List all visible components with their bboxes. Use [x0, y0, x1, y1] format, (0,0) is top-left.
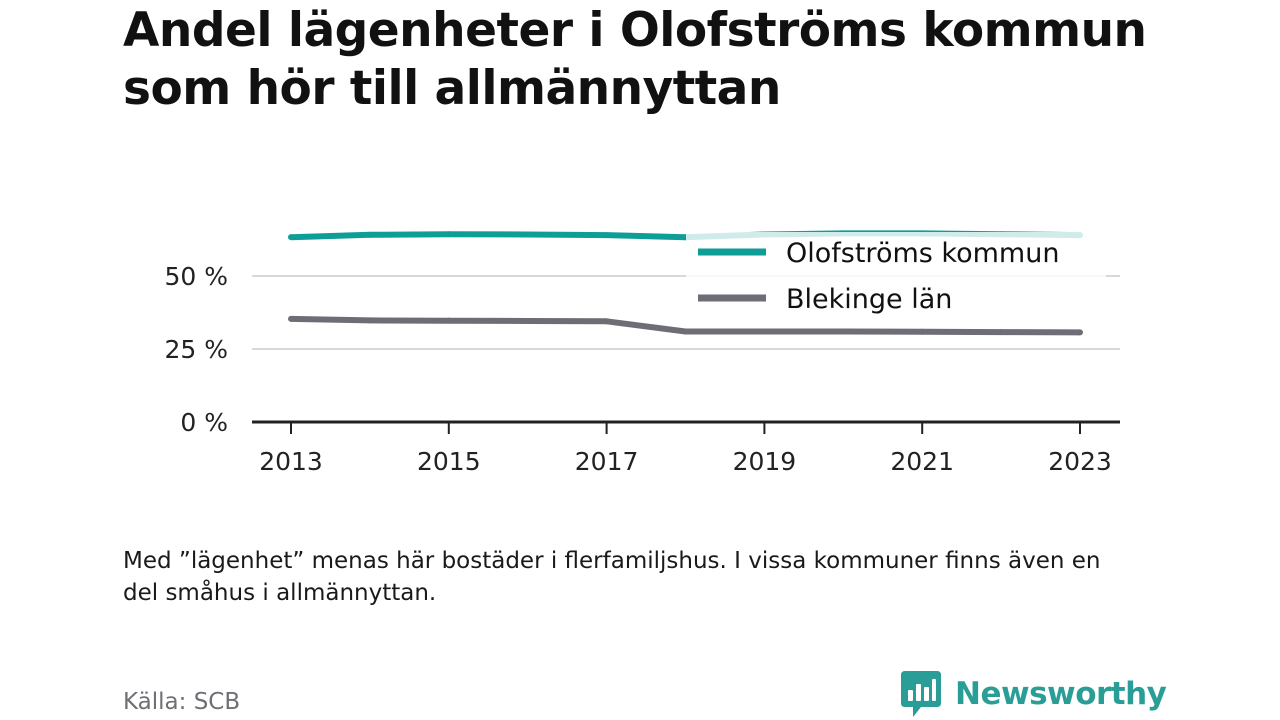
x-tick-label: 2017 — [575, 447, 639, 476]
x-tick-label: 2019 — [733, 447, 797, 476]
line-chart: 2013 2015 2017 2019 2021 2023 0 % 25 % 50 % Olo… — [164, 230, 1120, 476]
x-tick-label: 2015 — [417, 447, 481, 476]
data-point — [998, 329, 1005, 336]
data-point — [603, 232, 610, 239]
legend: Olofströms kommun Blekinge län — [686, 232, 1106, 327]
y-axis-labels: 0 % 25 % 50 % — [164, 262, 228, 437]
chart-note: Med ”lägenhet” menas här bostäder i fler… — [123, 548, 1101, 606]
legend-label: Olofströms kommun — [786, 238, 1059, 269]
newsworthy-logo-icon — [901, 671, 941, 717]
y-tick-label: 50 % — [164, 262, 228, 291]
data-point — [288, 234, 294, 241]
data-point — [1077, 329, 1083, 336]
data-point — [445, 231, 452, 238]
x-tick-label: 2023 — [1048, 447, 1112, 476]
source-label: Källa: SCB — [123, 689, 241, 715]
y-tick-label: 0 % — [180, 408, 228, 437]
data-point — [445, 317, 452, 324]
data-point — [603, 318, 610, 325]
data-point — [366, 231, 373, 238]
chart-title: Andel lägenheter i Olofströms kommun som… — [123, 3, 1147, 116]
data-point — [761, 328, 768, 335]
data-point — [682, 328, 689, 335]
brand-name: Newsworthy — [955, 676, 1167, 712]
data-point — [919, 328, 926, 335]
data-point — [288, 315, 294, 322]
data-point — [840, 328, 847, 335]
legend-label: Blekinge län — [786, 284, 952, 315]
legend-box — [686, 232, 1106, 327]
x-tick-label: 2021 — [890, 447, 954, 476]
x-tick-label: 2013 — [259, 447, 323, 476]
y-tick-label: 25 % — [164, 335, 228, 364]
data-point — [524, 317, 531, 324]
data-point — [366, 317, 373, 324]
data-point — [524, 231, 531, 238]
x-axis: 2013 2015 2017 2019 2021 2023 — [252, 420, 1120, 476]
brand-logo: Newsworthy — [901, 671, 1167, 717]
